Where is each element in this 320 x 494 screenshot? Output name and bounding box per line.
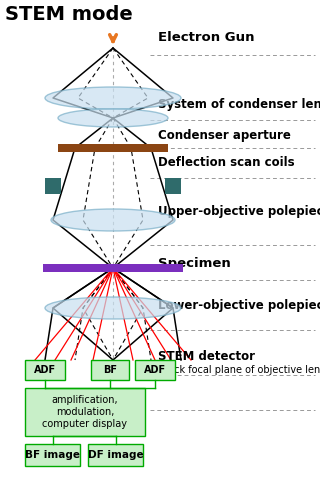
Bar [45, 178, 61, 194]
Text: ADF: ADF [34, 365, 56, 375]
Text: DF image: DF image [88, 450, 143, 460]
Bar [25, 388, 145, 436]
Text: amplification,
modulation,
computer display: amplification, modulation, computer disp… [43, 395, 127, 429]
Text: STEM detector: STEM detector [158, 349, 255, 363]
Text: (back focal plane of objective lens): (back focal plane of objective lens) [158, 365, 320, 375]
Text: Deflection scan coils: Deflection scan coils [158, 157, 295, 169]
Bar [25, 444, 80, 466]
Text: Specimen: Specimen [158, 256, 231, 270]
Bar [88, 444, 143, 466]
Text: ADF: ADF [144, 365, 166, 375]
Text: BF: BF [103, 365, 117, 375]
Bar [91, 360, 129, 380]
Text: System of condenser lenses: System of condenser lenses [158, 98, 320, 112]
Text: Electron Gun: Electron Gun [158, 32, 254, 44]
Bar [135, 360, 175, 380]
Bar [58, 144, 168, 152]
Ellipse shape [45, 87, 181, 109]
Bar [165, 178, 181, 194]
Text: Upper-objective polepiece: Upper-objective polepiece [158, 206, 320, 218]
Bar [43, 264, 183, 272]
Text: Lower-objective polepiece: Lower-objective polepiece [158, 298, 320, 312]
Bar [25, 360, 65, 380]
Text: Condenser aperture: Condenser aperture [158, 129, 291, 142]
Ellipse shape [51, 209, 175, 231]
Text: STEM mode: STEM mode [5, 5, 133, 24]
Text: BF image: BF image [25, 450, 80, 460]
Ellipse shape [45, 297, 181, 319]
Ellipse shape [58, 109, 168, 127]
